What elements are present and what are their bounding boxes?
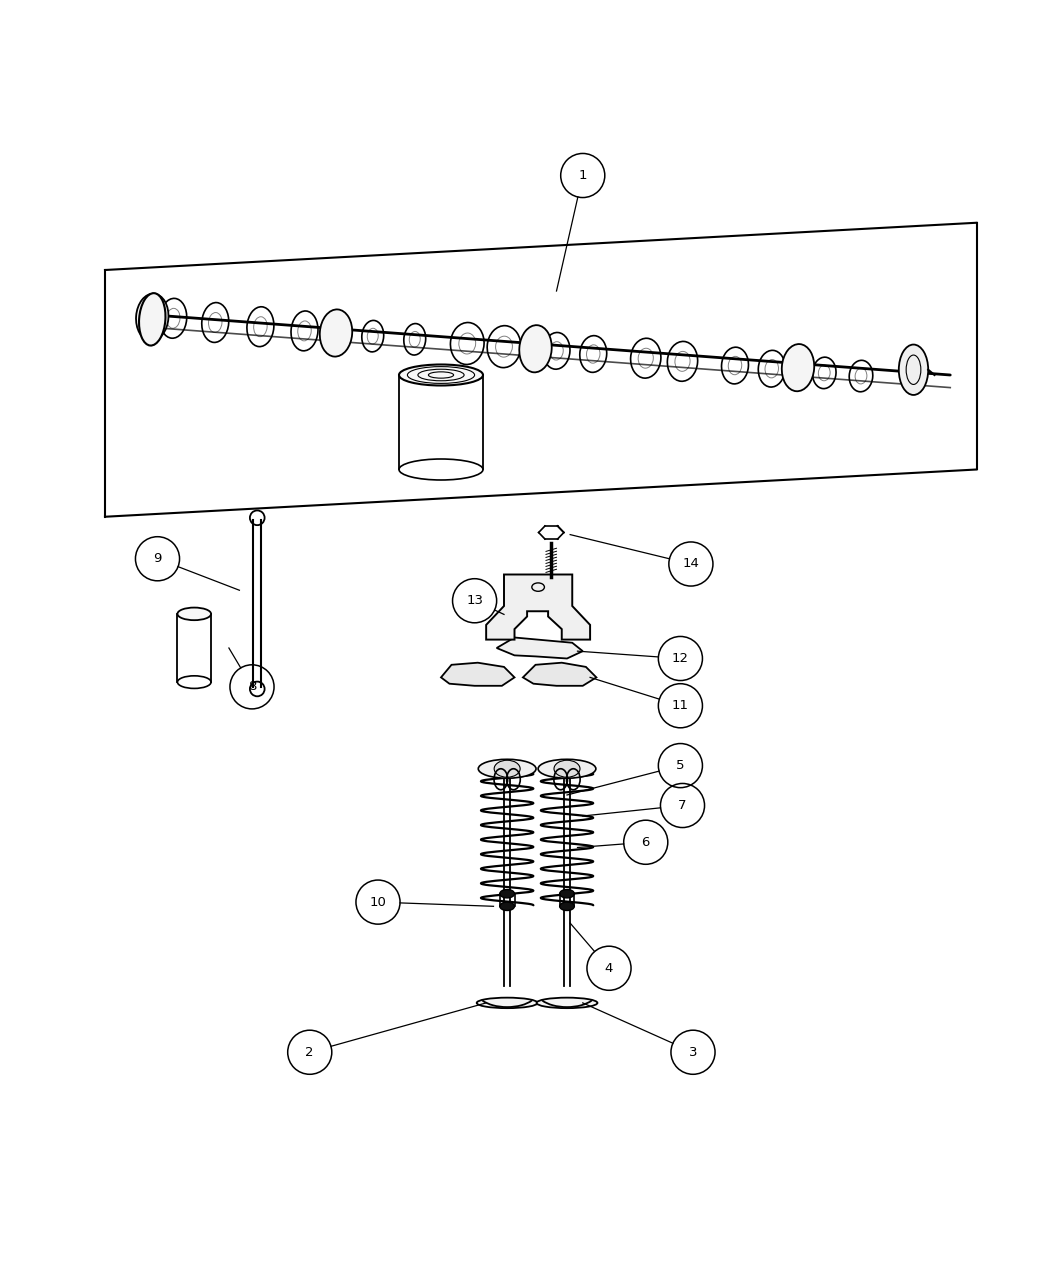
- Text: 14: 14: [682, 557, 699, 570]
- Text: 1: 1: [579, 170, 587, 182]
- Ellipse shape: [899, 344, 928, 395]
- Ellipse shape: [478, 760, 536, 778]
- Text: 11: 11: [672, 699, 689, 713]
- Ellipse shape: [554, 760, 580, 778]
- Text: 10: 10: [370, 895, 386, 909]
- Text: 3: 3: [689, 1046, 697, 1058]
- Text: 13: 13: [466, 594, 483, 607]
- Text: 8: 8: [248, 681, 256, 694]
- Text: 2: 2: [306, 1046, 314, 1058]
- Ellipse shape: [782, 344, 814, 391]
- Ellipse shape: [320, 310, 352, 357]
- Text: 7: 7: [678, 799, 687, 812]
- Text: 12: 12: [672, 652, 689, 666]
- Text: 9: 9: [153, 552, 162, 565]
- Text: 6: 6: [642, 835, 650, 849]
- Ellipse shape: [495, 760, 520, 778]
- Ellipse shape: [532, 583, 544, 592]
- Text: 5: 5: [676, 759, 685, 773]
- Ellipse shape: [560, 903, 574, 910]
- Ellipse shape: [537, 997, 597, 1009]
- Ellipse shape: [500, 890, 514, 898]
- Polygon shape: [523, 663, 596, 686]
- Ellipse shape: [500, 903, 514, 910]
- Ellipse shape: [538, 760, 596, 778]
- Ellipse shape: [139, 293, 166, 346]
- Ellipse shape: [560, 890, 574, 898]
- Ellipse shape: [136, 293, 168, 340]
- Text: 4: 4: [605, 961, 613, 975]
- Polygon shape: [497, 638, 583, 658]
- Polygon shape: [441, 663, 514, 686]
- Ellipse shape: [177, 608, 211, 620]
- Polygon shape: [486, 575, 590, 640]
- Ellipse shape: [520, 325, 551, 372]
- Ellipse shape: [477, 997, 538, 1009]
- Ellipse shape: [399, 365, 483, 385]
